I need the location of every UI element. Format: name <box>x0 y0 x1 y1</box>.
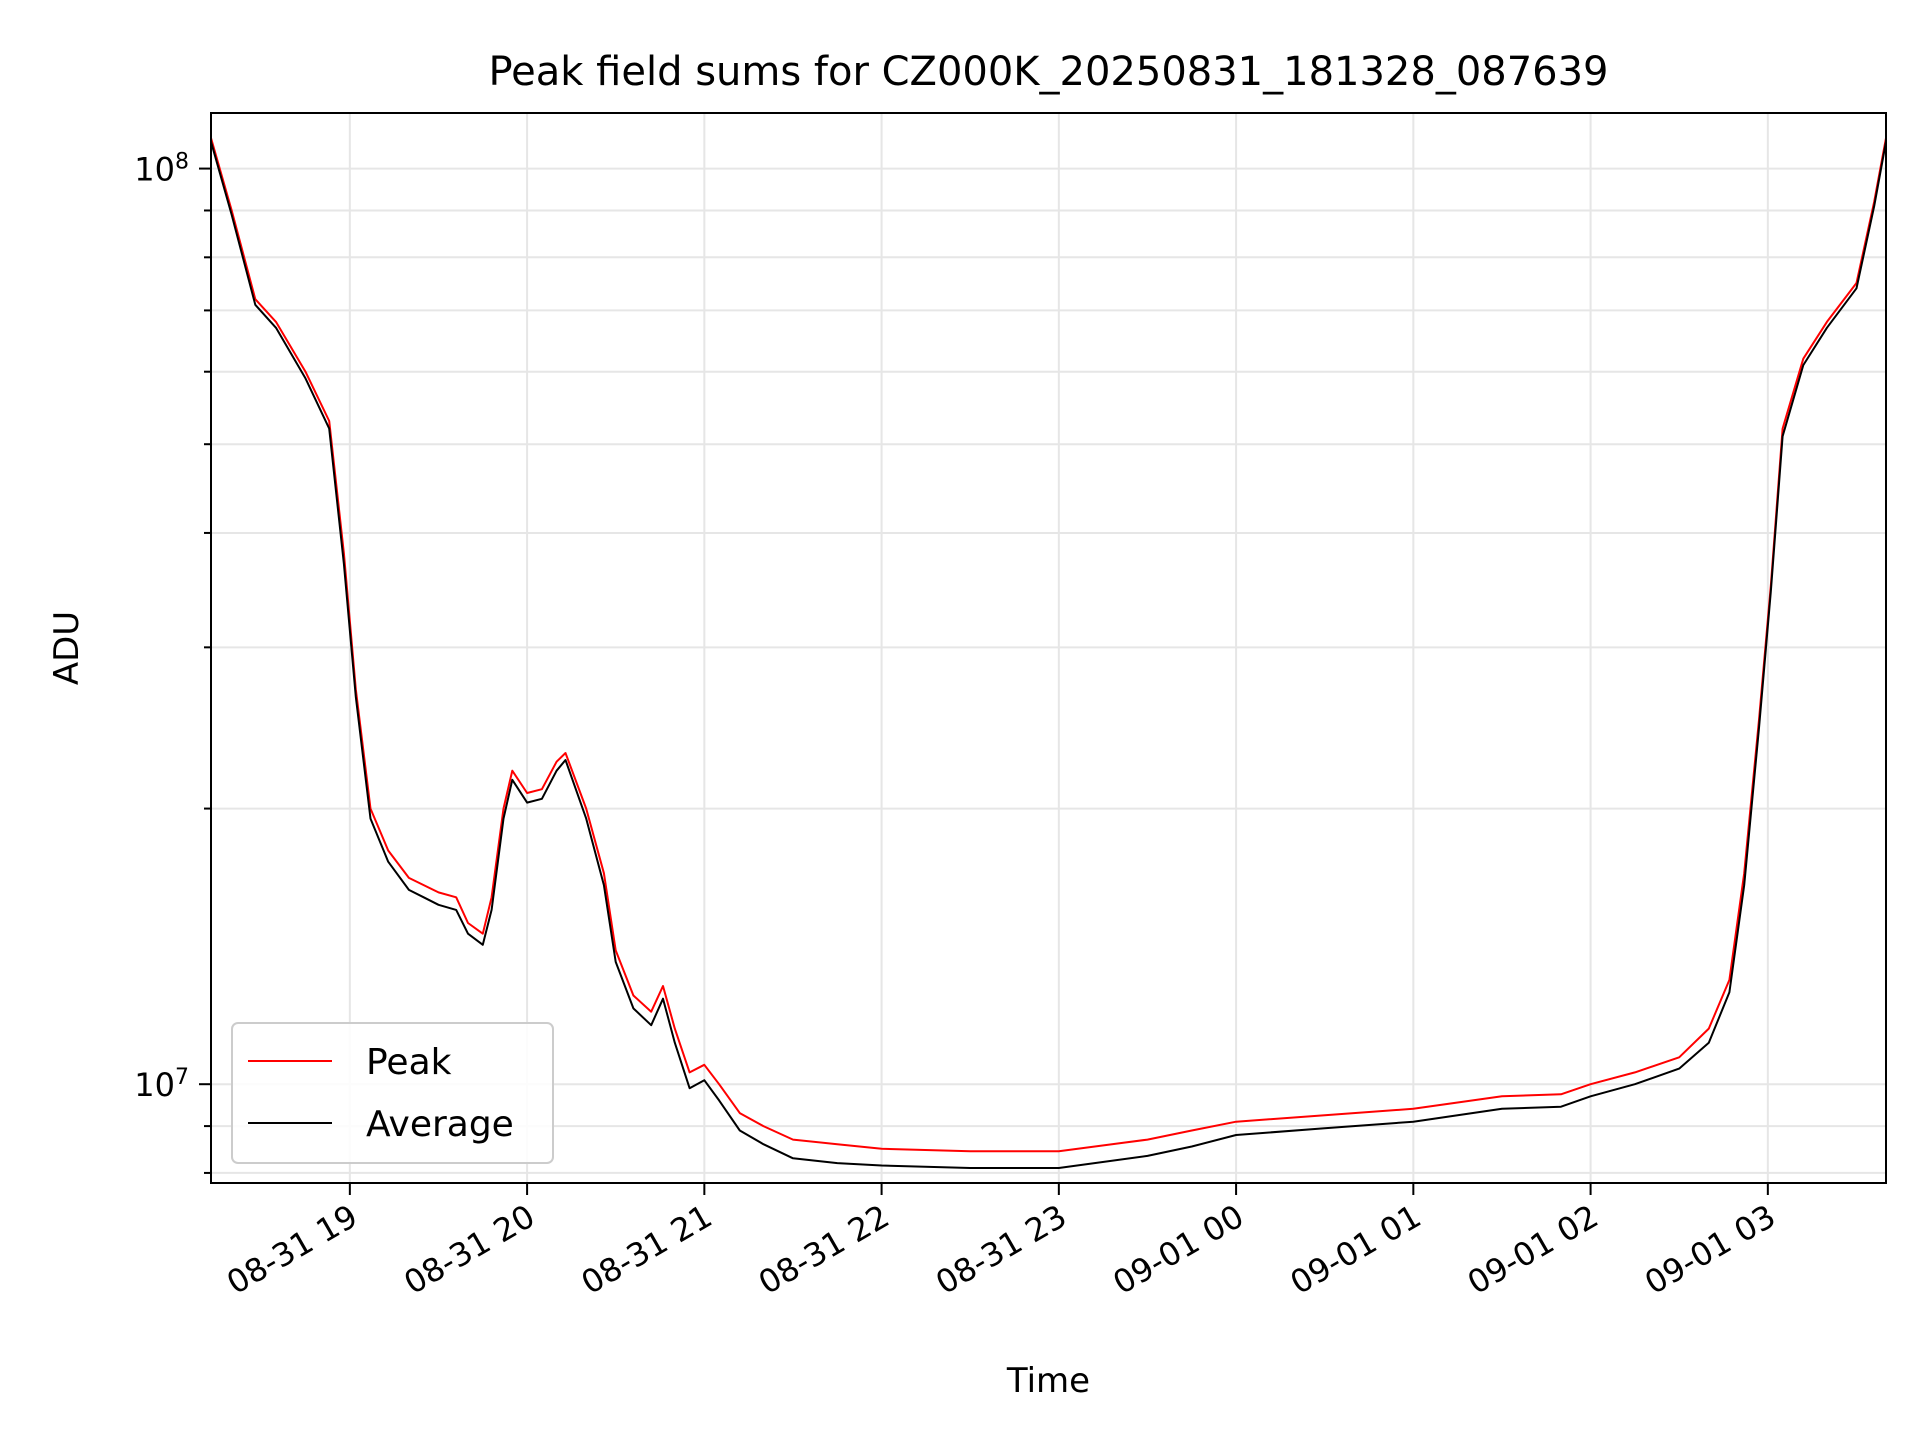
legend-box <box>231 1022 554 1164</box>
legend-label-average: Average <box>366 1104 514 1145</box>
legend-label-peak: Peak <box>366 1042 452 1083</box>
chart-title: Peak field sums for CZ000K_20250831_1813… <box>488 49 1608 95</box>
legend: Peak Average <box>231 1022 554 1164</box>
y-tick-label: 108 <box>134 149 189 189</box>
x-axis-label: Time <box>1006 1361 1090 1401</box>
y-tick-label: 107 <box>134 1065 189 1105</box>
series-line-peak <box>210 137 1887 1153</box>
series-layer <box>210 137 1887 1169</box>
series-line-average <box>210 141 1887 1169</box>
y-axis-label: ADU <box>47 611 87 685</box>
